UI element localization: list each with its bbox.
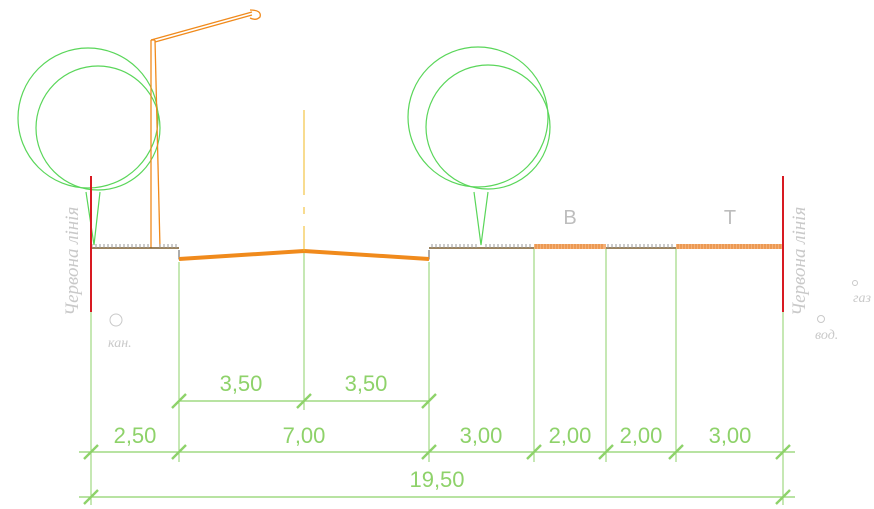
tree-left-icon xyxy=(17,47,161,246)
sewer-circle-icon xyxy=(109,313,123,327)
dim-label: 3,50 xyxy=(345,371,388,396)
dim-label: 2,00 xyxy=(549,423,592,448)
red-line-label-right: Червона лінія xyxy=(789,207,810,316)
sewer-label: кан. xyxy=(108,336,132,351)
dimension-ticks xyxy=(83,393,791,505)
dim-label: 7,00 xyxy=(283,423,326,448)
dimension-labels-mid: 2,50 7,00 3,00 2,00 2,00 3,00 xyxy=(114,423,752,448)
ground-surface xyxy=(91,244,676,249)
dim-label: 3,00 xyxy=(709,423,752,448)
dim-label: 2,50 xyxy=(114,423,157,448)
gas-marker: газ xyxy=(852,280,871,306)
water-circle-icon xyxy=(817,315,825,323)
dim-label: 3,50 xyxy=(220,371,263,396)
water-marker: вод. xyxy=(815,315,838,343)
gas-circle-icon xyxy=(852,280,858,286)
dim-label: 2,00 xyxy=(620,423,663,448)
dim-label: 3,00 xyxy=(460,423,503,448)
extension-lines xyxy=(90,249,784,505)
tree-right-icon xyxy=(407,46,551,246)
zone-b-label: В xyxy=(563,207,576,229)
sidewalk-surface xyxy=(534,244,783,249)
red-line-label-left: Червона лінія xyxy=(62,207,83,316)
street-lamp-icon xyxy=(150,9,261,249)
zone-t-label: Т xyxy=(724,207,736,229)
dim-total-label: 19,50 xyxy=(409,467,464,492)
dimension-labels-top: 3,50 3,50 xyxy=(220,371,388,396)
water-label: вод. xyxy=(815,328,838,343)
gas-label: газ xyxy=(853,291,871,306)
sewer-marker: кан. xyxy=(108,313,132,351)
